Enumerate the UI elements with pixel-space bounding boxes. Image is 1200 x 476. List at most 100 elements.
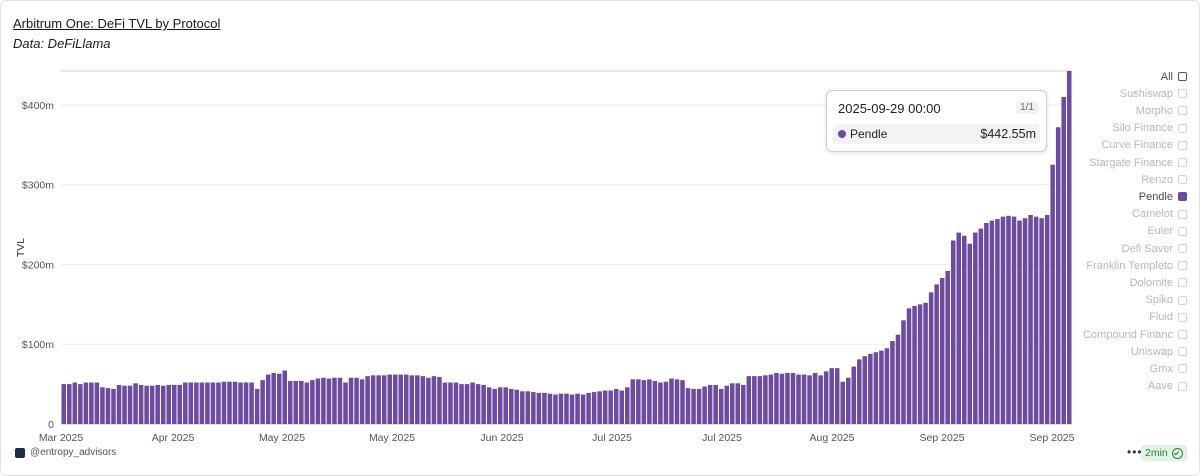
- bar[interactable]: [591, 392, 597, 424]
- bar[interactable]: [381, 375, 387, 424]
- bar[interactable]: [194, 382, 199, 424]
- bar[interactable]: [127, 385, 133, 424]
- bar[interactable]: [525, 391, 531, 424]
- bar[interactable]: [420, 376, 426, 424]
- bar[interactable]: [779, 373, 785, 424]
- legend-item-euler[interactable]: Euler: [1147, 223, 1187, 240]
- bar[interactable]: [674, 379, 680, 424]
- bar[interactable]: [873, 352, 879, 424]
- bar[interactable]: [641, 380, 647, 424]
- bar[interactable]: [569, 394, 575, 424]
- bar[interactable]: [962, 235, 967, 424]
- legend-checkbox-icon[interactable]: [1178, 123, 1187, 133]
- bar[interactable]: [299, 380, 304, 424]
- bar[interactable]: [613, 388, 619, 424]
- legend-item-sushiswap[interactable]: Sushiswap: [1120, 85, 1187, 102]
- bar[interactable]: [663, 381, 669, 424]
- bar[interactable]: [365, 376, 370, 424]
- bar[interactable]: [774, 372, 779, 424]
- bar[interactable]: [542, 392, 547, 424]
- legend-checkbox-icon[interactable]: [1178, 278, 1187, 288]
- bar[interactable]: [879, 350, 884, 424]
- bar[interactable]: [989, 220, 995, 424]
- legend-checkbox-icon[interactable]: [1178, 381, 1187, 391]
- bar[interactable]: [1028, 215, 1033, 424]
- bar[interactable]: [862, 356, 868, 424]
- legend-checkbox-icon[interactable]: [1178, 244, 1187, 253]
- bar[interactable]: [829, 368, 834, 424]
- legend-checkbox-icon[interactable]: [1178, 261, 1187, 271]
- bar[interactable]: [868, 353, 873, 424]
- bar[interactable]: [431, 376, 437, 424]
- freshness-badge[interactable]: 2min: [1141, 445, 1187, 461]
- bar[interactable]: [917, 304, 923, 424]
- bar[interactable]: [155, 384, 160, 424]
- bar[interactable]: [166, 384, 171, 424]
- bar[interactable]: [702, 386, 707, 424]
- legend-item-pendle[interactable]: Pendle: [1139, 188, 1187, 205]
- chart-title[interactable]: Arbitrum One: DeFi TVL by Protocol: [13, 16, 221, 31]
- bar[interactable]: [597, 391, 602, 424]
- bar[interactable]: [851, 366, 857, 424]
- bar[interactable]: [564, 393, 569, 424]
- bar[interactable]: [1022, 218, 1028, 424]
- bar[interactable]: [387, 374, 392, 424]
- bar[interactable]: [912, 305, 917, 424]
- bar[interactable]: [89, 382, 94, 424]
- bar[interactable]: [205, 382, 210, 424]
- bar[interactable]: [171, 384, 177, 424]
- bar[interactable]: [315, 378, 321, 424]
- bar[interactable]: [359, 379, 365, 424]
- bar[interactable]: [249, 382, 254, 424]
- bar[interactable]: [426, 377, 431, 424]
- bar[interactable]: [978, 228, 984, 424]
- legend-checkbox-icon[interactable]: [1178, 312, 1187, 322]
- legend-item-camelot[interactable]: Camelot: [1132, 206, 1187, 223]
- bar[interactable]: [884, 348, 890, 424]
- bar[interactable]: [1000, 216, 1006, 424]
- bar[interactable]: [796, 374, 801, 424]
- bar[interactable]: [1066, 71, 1072, 424]
- bar[interactable]: [276, 373, 282, 424]
- bar[interactable]: [459, 384, 464, 424]
- bar[interactable]: [160, 385, 166, 424]
- bar[interactable]: [950, 240, 956, 424]
- legend-checkbox-icon[interactable]: [1178, 175, 1187, 185]
- bar[interactable]: [470, 382, 475, 424]
- bar[interactable]: [746, 376, 752, 424]
- bar[interactable]: [619, 390, 625, 425]
- bar[interactable]: [818, 375, 823, 424]
- legend-item-gmx[interactable]: Gmx: [1150, 360, 1187, 377]
- bar[interactable]: [83, 382, 89, 424]
- bar[interactable]: [669, 378, 674, 424]
- bar[interactable]: [575, 393, 580, 424]
- bar[interactable]: [492, 388, 497, 424]
- legend-item-spiko[interactable]: Spiko: [1145, 292, 1187, 309]
- bar[interactable]: [973, 232, 978, 424]
- legend-item-silo-finance[interactable]: Silo Finance: [1112, 120, 1187, 137]
- bar[interactable]: [354, 377, 359, 424]
- bar[interactable]: [177, 384, 183, 424]
- bar[interactable]: [508, 388, 514, 424]
- bar[interactable]: [398, 374, 404, 424]
- legend-checkbox-icon[interactable]: [1178, 192, 1187, 202]
- bar[interactable]: [105, 388, 111, 424]
- bar[interactable]: [1039, 218, 1044, 424]
- bar[interactable]: [260, 380, 265, 424]
- bar[interactable]: [553, 394, 558, 424]
- bar[interactable]: [890, 341, 895, 424]
- bar[interactable]: [735, 383, 741, 424]
- legend-checkbox-icon[interactable]: [1178, 209, 1187, 219]
- source-handle[interactable]: @entropy_advisors: [15, 447, 116, 458]
- bar[interactable]: [133, 383, 138, 424]
- bar[interactable]: [636, 379, 641, 424]
- bar[interactable]: [448, 382, 453, 424]
- bar[interactable]: [188, 382, 194, 424]
- bar[interactable]: [928, 292, 934, 424]
- bar[interactable]: [729, 383, 735, 424]
- bar[interactable]: [718, 388, 724, 424]
- bar[interactable]: [481, 384, 486, 424]
- bar[interactable]: [326, 378, 332, 424]
- bar[interactable]: [741, 384, 746, 424]
